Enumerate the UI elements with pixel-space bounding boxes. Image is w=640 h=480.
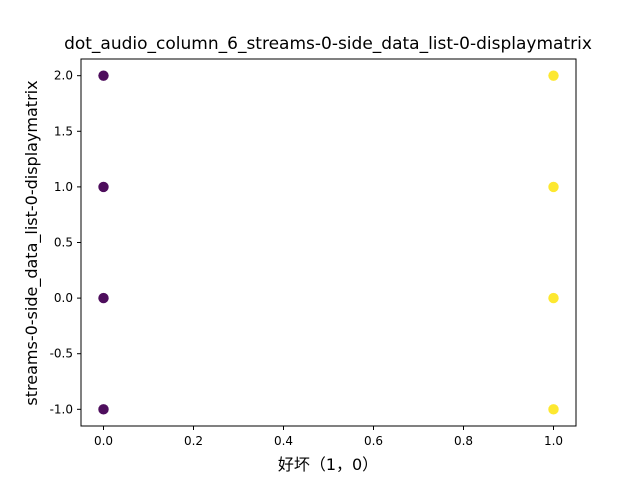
plot-area <box>80 58 577 427</box>
y-tick-label: -1.0 <box>50 402 73 416</box>
y-axis: -1.0 -0.5 0.0 0.5 1.0 1.5 2.0 <box>50 69 81 416</box>
data-point <box>98 292 109 304</box>
data-point <box>548 292 559 304</box>
data-point <box>548 70 559 81</box>
x-tick-label: 0.8 <box>454 434 473 448</box>
x-tick-label: 0.2 <box>184 434 203 448</box>
y-tick-label: 0.0 <box>54 291 73 305</box>
y-tick-label: 1.5 <box>54 124 73 138</box>
x-tick-label: 0.6 <box>364 434 383 448</box>
plot-frame <box>80 58 577 427</box>
y-tick-label: 1.0 <box>54 180 73 194</box>
y-tick-label: 2.0 <box>54 69 73 83</box>
data-point <box>548 404 559 415</box>
data-points <box>98 70 559 415</box>
data-point <box>98 181 109 193</box>
y-axis-label: streams-0-side_data_list-0-displaymatrix <box>22 80 42 405</box>
y-tick-label: -0.5 <box>50 347 73 361</box>
x-tick-label: 1.0 <box>544 434 563 448</box>
x-tick-label: 0.0 <box>94 434 113 448</box>
x-axis-label: 好坏（1，0） <box>278 455 378 474</box>
chart-title: dot_audio_column_6_streams-0-side_data_l… <box>64 34 592 54</box>
data-point <box>98 70 109 81</box>
data-point <box>548 181 559 193</box>
y-tick-label: 0.5 <box>54 236 73 250</box>
data-point <box>98 404 109 415</box>
x-tick-label: 0.4 <box>274 434 293 448</box>
x-axis: 0.0 0.2 0.4 0.6 0.8 1.0 <box>94 426 563 448</box>
